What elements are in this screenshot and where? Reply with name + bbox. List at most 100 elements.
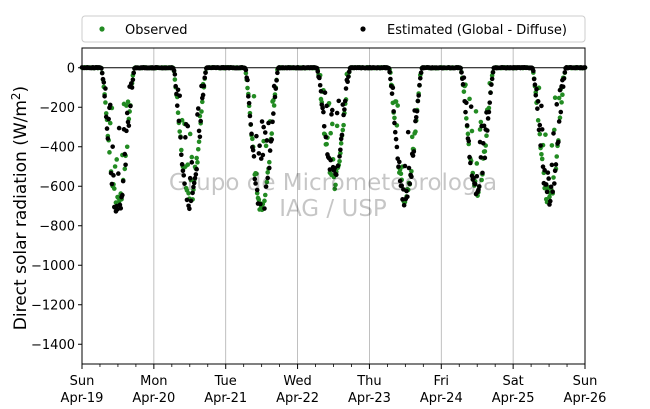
x-tick-label-date: Apr-26 xyxy=(564,391,607,406)
point-observed xyxy=(195,146,201,152)
point-observed xyxy=(122,166,128,172)
point-estimated xyxy=(102,94,107,99)
point-estimated xyxy=(542,167,547,173)
point-observed xyxy=(199,109,204,114)
point-estimated xyxy=(181,173,187,178)
point-estimated xyxy=(328,157,333,163)
point-observed xyxy=(251,93,257,99)
x-tick-label-day: Sun xyxy=(573,374,598,389)
legend-label-estimated: Estimated (Global - Diffuse) xyxy=(387,23,567,38)
point-estimated xyxy=(461,75,467,80)
point-observed xyxy=(543,132,548,137)
point-estimated xyxy=(334,172,339,178)
point-estimated xyxy=(404,188,409,194)
point-estimated xyxy=(476,187,481,193)
x-tick-label-date: Apr-23 xyxy=(348,391,391,406)
legend-label-observed: Observed xyxy=(125,23,188,38)
point-estimated xyxy=(109,181,115,187)
point-estimated xyxy=(533,92,539,98)
y-tick-label: −400 xyxy=(39,140,75,155)
point-estimated xyxy=(540,164,546,170)
point-observed xyxy=(547,194,552,200)
point-observed xyxy=(554,154,560,159)
point-estimated xyxy=(192,175,198,181)
point-observed xyxy=(409,134,415,140)
point-observed xyxy=(172,77,178,82)
point-observed xyxy=(557,115,563,121)
y-tick-label: −200 xyxy=(39,101,75,116)
point-estimated xyxy=(267,165,272,171)
point-estimated xyxy=(415,98,421,104)
point-estimated xyxy=(397,159,402,165)
point-estimated xyxy=(324,103,329,109)
point-observed xyxy=(474,161,480,166)
point-estimated xyxy=(247,113,253,119)
point-estimated xyxy=(99,70,105,76)
point-estimated xyxy=(409,174,414,179)
point-estimated xyxy=(198,118,203,124)
point-observed xyxy=(559,100,564,105)
point-estimated xyxy=(322,90,328,95)
point-estimated xyxy=(197,134,203,140)
point-observed xyxy=(552,127,557,133)
point-estimated xyxy=(201,83,207,89)
point-observed xyxy=(333,182,338,188)
point-estimated xyxy=(550,189,556,195)
point-estimated xyxy=(125,119,131,125)
point-estimated xyxy=(534,86,539,92)
point-estimated xyxy=(275,70,280,76)
point-estimated xyxy=(474,173,480,179)
point-observed xyxy=(267,159,272,165)
point-estimated xyxy=(323,134,329,140)
point-estimated xyxy=(393,136,399,142)
point-estimated xyxy=(318,88,324,94)
point-estimated xyxy=(256,151,262,156)
point-estimated xyxy=(346,69,352,75)
point-estimated xyxy=(480,141,486,146)
point-estimated xyxy=(251,154,257,159)
point-estimated xyxy=(537,122,543,128)
point-estimated xyxy=(187,206,192,212)
point-estimated xyxy=(406,165,412,171)
point-estimated xyxy=(463,109,468,115)
point-estimated xyxy=(539,127,545,132)
point-estimated xyxy=(552,181,557,186)
point-estimated xyxy=(111,173,116,178)
point-estimated xyxy=(321,123,327,129)
point-estimated xyxy=(180,168,186,174)
point-estimated xyxy=(386,66,392,71)
point-observed xyxy=(398,171,404,177)
point-estimated xyxy=(189,160,195,165)
point-estimated xyxy=(486,109,492,115)
point-observed xyxy=(200,99,205,105)
point-estimated xyxy=(254,133,259,139)
point-observed xyxy=(337,158,342,164)
point-estimated xyxy=(191,180,197,186)
point-observed xyxy=(482,149,488,154)
point-estimated xyxy=(105,136,111,141)
point-observed xyxy=(464,116,469,121)
point-estimated xyxy=(193,172,199,177)
point-observed xyxy=(478,119,484,125)
point-estimated xyxy=(187,175,193,181)
point-estimated xyxy=(116,171,121,176)
point-estimated xyxy=(200,92,206,98)
point-observed xyxy=(195,160,200,165)
point-estimated xyxy=(532,82,538,87)
point-estimated xyxy=(336,98,342,104)
point-estimated xyxy=(401,202,407,208)
point-estimated xyxy=(560,84,566,90)
point-estimated xyxy=(472,181,478,187)
point-estimated xyxy=(203,70,208,76)
point-estimated xyxy=(390,85,396,90)
point-observed xyxy=(537,131,543,137)
point-estimated xyxy=(464,100,469,106)
point-observed xyxy=(186,190,191,196)
point-estimated xyxy=(266,120,271,126)
point-estimated xyxy=(343,86,349,91)
point-observed xyxy=(473,109,479,114)
point-estimated xyxy=(245,77,250,83)
point-estimated xyxy=(176,118,182,124)
point-estimated xyxy=(120,178,126,184)
point-estimated xyxy=(179,152,184,158)
